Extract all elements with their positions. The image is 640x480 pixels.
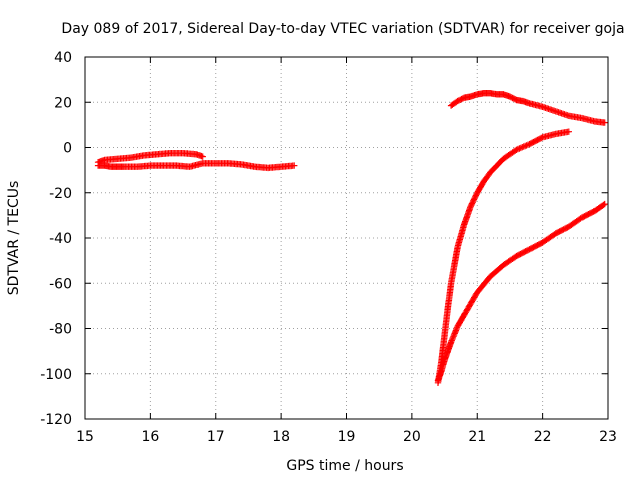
- x-tick-label: 19: [338, 429, 356, 445]
- series-5: [434, 200, 608, 384]
- x-tick-label: 16: [141, 429, 159, 445]
- series-4-markers: [434, 128, 572, 386]
- y-tick-label: -120: [40, 412, 72, 428]
- y-tick-label: 20: [54, 95, 72, 111]
- series-4: [434, 128, 572, 386]
- series-1-markers: [94, 160, 298, 172]
- x-tick-label: 17: [207, 429, 225, 445]
- y-tick-label: -40: [49, 231, 72, 247]
- x-tick-label: 21: [468, 429, 486, 445]
- x-tick-label: 20: [403, 429, 421, 445]
- x-tick-label: 23: [599, 429, 617, 445]
- series-5-markers: [434, 200, 608, 384]
- y-tick-label: 0: [63, 141, 72, 157]
- y-tick-label: 40: [54, 50, 72, 66]
- x-tick-label: 18: [272, 429, 290, 445]
- series-1: [94, 160, 298, 172]
- grid: [85, 57, 608, 419]
- series-3-markers: [447, 90, 608, 126]
- y-tick-label: -20: [49, 186, 72, 202]
- plot-frame: [84, 56, 609, 420]
- x-tick-labels: 15 16 17 18 19 20 21 22 23: [76, 429, 617, 445]
- y-tick-label: -60: [49, 276, 72, 292]
- x-axis-label: GPS time / hours: [286, 458, 403, 474]
- data-marks: [94, 90, 608, 386]
- y-axis-label: SDTVAR / TECUs: [6, 181, 22, 296]
- series-3: [447, 90, 608, 126]
- series-2: [94, 150, 206, 166]
- y-tick-label: -100: [40, 367, 72, 383]
- x-tick-label: 22: [534, 429, 552, 445]
- chart-title: Day 089 of 2017, Sidereal Day-to-day VTE…: [61, 21, 624, 37]
- x-tick-label: 15: [76, 429, 94, 445]
- y-tick-label: -80: [49, 322, 72, 338]
- y-tick-labels: 40 20 0 -20 -40 -60 -80 -100 -120: [40, 50, 72, 428]
- series-2-markers: [94, 150, 206, 166]
